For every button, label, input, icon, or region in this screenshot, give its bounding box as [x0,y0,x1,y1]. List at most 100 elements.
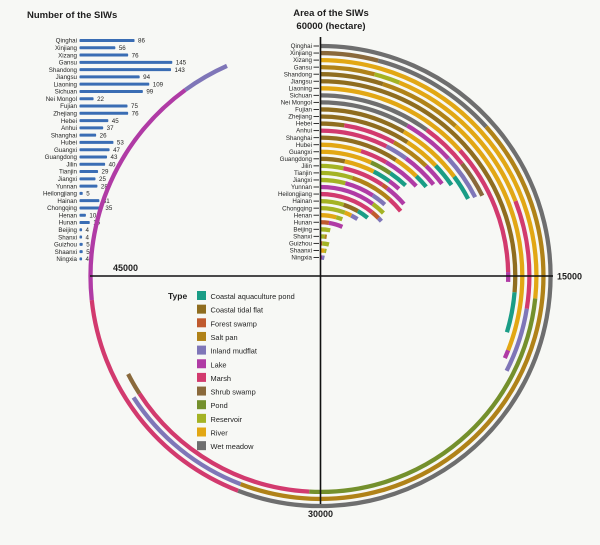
bar-category-label: Hubei [61,140,77,147]
radial-axes [90,37,553,504]
bar [80,61,173,64]
legend-item: Inland mudflat [197,346,257,356]
bar-chart-title: Number of the SIWs [27,10,117,21]
bar [80,170,99,173]
arc-segment-inland_mudflat [378,218,381,221]
bar-value-label: 25 [99,176,106,183]
bar-category-label: Jilin [66,161,77,168]
bar-category-label: Heilongjiang [43,191,78,198]
province-ring [321,243,329,244]
bar-value-label: 4 [86,227,90,234]
bar-category-label: Shanxi [58,234,77,241]
bar [80,228,83,231]
ring-label: Jilin [301,163,312,170]
arc-segment-forest_swamp [372,212,378,218]
ring-label: Hebei [296,121,312,128]
legend-item: Shrub swamp [197,387,256,397]
legend-items: Coastal aquaculture pond Coastal tidal fl… [197,291,295,451]
radial-chart-labels: QinghaiXinjiangXizangGansuShandongJiangs… [278,43,319,262]
bar [80,221,90,224]
ring-label: Zhejiang [288,114,312,121]
legend-swatch [197,318,206,327]
bar-category-label: Zhejiang [53,111,77,118]
ring-label: Hainan [292,198,312,205]
legend-item: Pond [197,400,228,410]
legend-swatch [197,387,206,396]
bar [80,112,129,115]
bar-row: Xinjiang 56 [55,45,126,52]
bar [80,185,98,188]
ring-label: Guangdong [280,156,313,163]
bar-value-label: 53 [117,140,124,147]
bar [80,105,128,108]
legend-label: Forest swamp [211,319,257,328]
ring-label: Shanghai [286,135,312,142]
ring-label: Hubei [296,142,312,149]
bar [80,177,96,180]
legend-label: Lake [211,360,227,369]
bar-value-label: 76 [132,52,139,59]
bar-row: Beijing 4 [58,227,89,234]
legend-item: River [197,428,228,438]
ring-label: Shandong [284,71,313,78]
ring-label: Henan [294,212,313,219]
bar-category-label: Jiangxi [58,176,77,183]
bar [80,214,86,217]
bar-category-label: Xinjiang [55,45,78,52]
bar-value-label: 56 [119,45,126,52]
legend-label: Coastal tidal flat [211,306,264,315]
bar-category-label: Beijing [58,227,77,234]
tick-label-15000: 15000 [557,272,582,282]
bar [80,192,83,195]
bar-category-label: Gansu [59,60,78,67]
tick-label-45000: 45000 [113,263,138,273]
arc-segment-coastal_aquaculture_pond [416,176,426,187]
arc-segment-river [321,215,337,217]
bar [80,83,150,86]
legend: Type Coastal aquaculture pond Coastal tid… [168,291,295,451]
bar-category-label: Xizang [58,52,77,59]
bar-category-label: Nei Mongol [46,96,77,103]
legend-swatch [197,400,206,409]
arc-segment-reservoir [322,243,329,244]
bar-value-label: 94 [143,74,150,81]
bar [80,250,83,253]
legend-label: Coastal aquaculture pond [211,292,295,301]
legend-title: Type [168,291,187,301]
ring-label: Jiangsu [291,78,313,85]
ring-label: Nei Mongol [281,100,312,107]
ring-label: Hunan [294,219,313,226]
bar-category-label: Chongqing [47,205,77,212]
legend-item: Coastal tidal flat [197,305,263,315]
bar [80,155,108,158]
legend-swatch [197,332,206,341]
bar-row: Hubei 53 [61,140,125,147]
legend-swatch [197,305,206,314]
arc-segment-reservoir [321,229,331,230]
tick-label-30000: 30000 [308,509,333,519]
bar [80,236,83,239]
bar-category-label: Hunan [59,220,78,227]
bar-value-label: 47 [113,147,120,154]
legend-label: Reservoir [211,415,243,424]
bar-row: Xizang 76 [58,52,139,59]
arc-segment-reservoir [321,201,344,205]
ring-label: Jiangxi [293,177,312,184]
legend-item: Marsh [197,373,231,383]
